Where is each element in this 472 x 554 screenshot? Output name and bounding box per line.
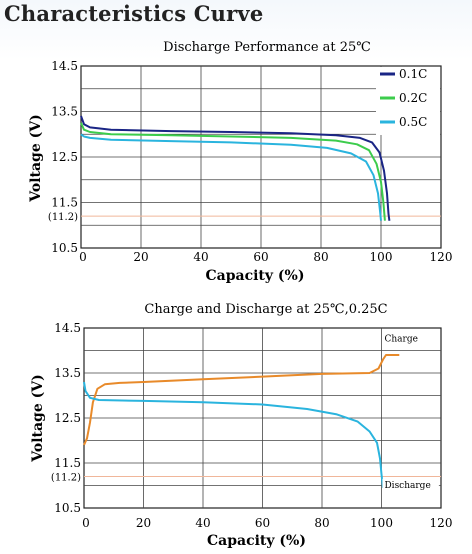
y-tick-label: 11.5 [54, 456, 81, 470]
y-tick-label: 12.5 [51, 150, 78, 164]
x-tick-label: 20 [136, 516, 151, 530]
series-line [80, 115, 391, 221]
x-tick-label: 40 [193, 250, 208, 264]
x-tick-label: 100 [370, 250, 393, 264]
y-tick-label: (11.2) [48, 212, 78, 223]
x-tick-label: 120 [430, 250, 453, 264]
chart-title: Charge and Discharge at 25℃,0.25C [144, 302, 387, 317]
y-tick-label: 13.5 [54, 366, 81, 380]
series-line [80, 133, 382, 221]
chart-2: Charge and Discharge at 25℃,0.25C 0 20 40 60… [30, 302, 452, 549]
series-line [80, 122, 386, 221]
y-axis-label: Voltage (V) [30, 374, 46, 462]
y-tick-label: (11.2) [51, 473, 81, 484]
x-axis-label: Capacity (%) [207, 533, 306, 549]
y-tick-label: 12.5 [54, 411, 81, 425]
x-tick-label: 40 [195, 516, 210, 530]
annotation-label: Discharge [384, 481, 430, 491]
y-tick-label: 13.5 [51, 105, 78, 119]
series-line [83, 381, 384, 488]
x-tick-label: 0 [82, 516, 90, 530]
x-tick-label: 0 [79, 250, 87, 264]
annotation-bg [382, 332, 423, 345]
chart-title: Discharge Performance at 25℃ [163, 40, 371, 55]
annotation-bg [382, 478, 439, 491]
y-tick-label: 10.5 [51, 241, 78, 255]
y-tick-label: 14.5 [51, 59, 78, 73]
annotation-label: Charge [384, 335, 417, 345]
y-tick-label: 14.5 [54, 321, 81, 335]
chart-1: Discharge Performance at 25℃ 0 20 40 60 80 100… [28, 40, 452, 284]
legend-label: 0.2C [399, 91, 427, 105]
legend-label: 0.1C [399, 67, 427, 81]
legend: 0.1C 0.2C 0.5C [376, 67, 440, 135]
y-tick-label: 10.5 [54, 501, 81, 515]
x-tick-label: 120 [430, 516, 453, 530]
x-axis-label: Capacity (%) [206, 268, 305, 284]
y-tick-label: 11.5 [51, 196, 78, 210]
x-tick-label: 80 [314, 516, 329, 530]
x-tick-label: 100 [370, 516, 393, 530]
x-tick-label: 80 [313, 250, 328, 264]
x-tick-label: 60 [255, 516, 270, 530]
x-tick-label: 20 [133, 250, 148, 264]
y-axis-label: Voltage (V) [28, 114, 44, 202]
x-tick-label: 60 [253, 250, 268, 264]
series-line [83, 354, 400, 446]
page-title: Characteristics Curve [4, 1, 264, 26]
legend-label: 0.5C [399, 115, 427, 129]
legend-box [376, 67, 440, 135]
